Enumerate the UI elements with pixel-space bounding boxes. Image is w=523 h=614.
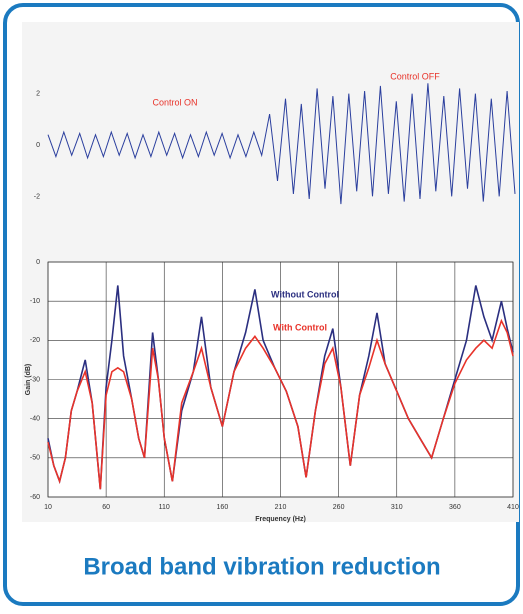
legend-label: With Control [273, 322, 327, 332]
x-tick-label: 110 [159, 504, 170, 511]
y-tick-label: -20 [30, 337, 40, 344]
series-line [47, 318, 514, 490]
x-tick-label: 160 [217, 504, 229, 511]
annotation: Control ON [152, 97, 197, 107]
series-line [47, 83, 516, 205]
y-tick-label: -10 [30, 298, 40, 305]
y-tick-label: -60 [30, 494, 40, 501]
x-tick-label: 310 [391, 504, 403, 511]
annotation: Control OFF [390, 71, 440, 81]
x-tick-label: 410 [507, 504, 519, 511]
y-tick-label: 2 [36, 90, 40, 97]
caption: Broad band vibration reduction [83, 553, 440, 580]
y-tick-label: 0 [36, 142, 40, 149]
legend-label: Without Control [271, 289, 339, 299]
y-tick-label: -30 [30, 376, 40, 383]
x-tick-label: 260 [333, 504, 345, 511]
x-tick-label: 210 [275, 504, 287, 511]
y-tick-label: -40 [30, 416, 40, 423]
x-tick-label: 360 [449, 504, 461, 511]
x-tick-label: 10 [44, 504, 52, 511]
x-axis-label: Frequency (Hz) [255, 516, 306, 523]
y-axis-label: Gain (dB) [25, 364, 32, 396]
y-tick-label: 0 [36, 259, 40, 266]
y-tick-label: -50 [30, 455, 40, 462]
x-tick-label: 60 [102, 504, 110, 511]
y-tick-label: -2 [34, 193, 40, 200]
